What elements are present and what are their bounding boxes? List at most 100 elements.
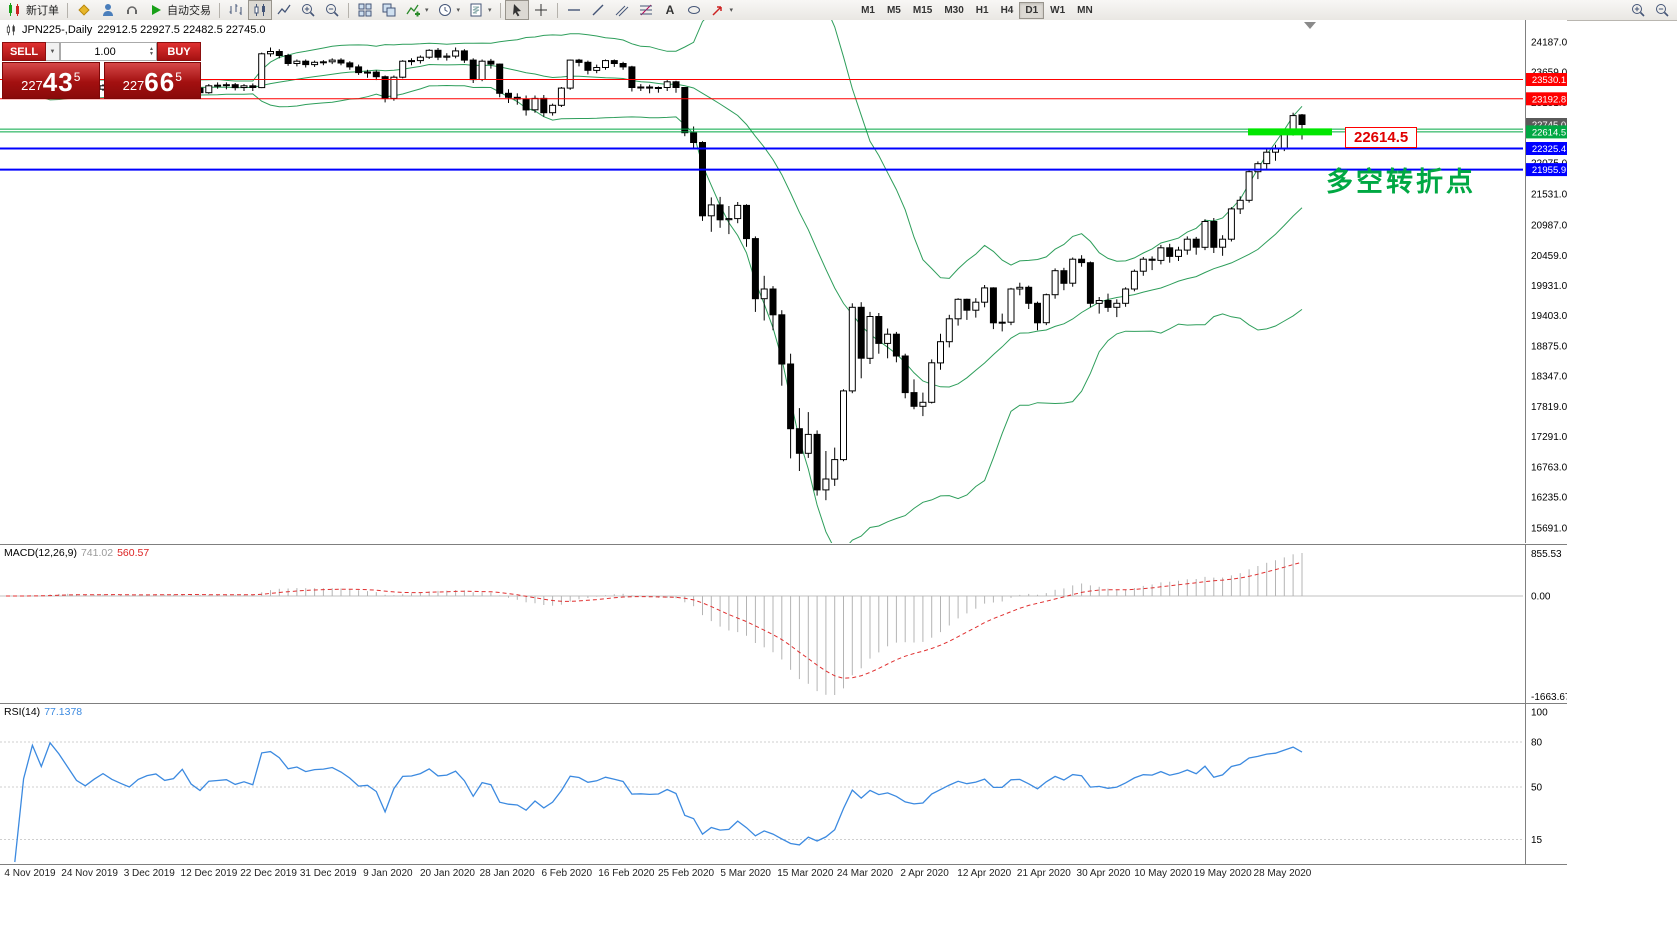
rsi-tick-label: 15	[1531, 835, 1543, 846]
shapes-button[interactable]	[682, 0, 706, 20]
macd-signal-value: 560.57	[117, 547, 150, 559]
date-tick-label: 30 Apr 2020	[1076, 868, 1131, 879]
arrows-button[interactable]: ▾	[706, 0, 738, 20]
svg-text:23192.8: 23192.8	[1532, 94, 1566, 105]
price-tick-label: 20987.0	[1531, 221, 1567, 232]
macd-histogram	[14, 553, 1303, 695]
buy-price-prefix: 227	[122, 78, 145, 93]
new-order-label: 新订单	[26, 5, 59, 17]
mini-candlestick-icon	[6, 24, 15, 36]
crosshair-icon	[534, 4, 547, 16]
candlestick-chart-button[interactable]	[248, 0, 272, 20]
cursor-button[interactable]	[504, 0, 529, 20]
market-watch-button[interactable]	[72, 0, 96, 20]
crosshair-button[interactable]	[529, 0, 553, 20]
candlestick-series	[2, 47, 1306, 501]
volume-input[interactable]	[61, 44, 150, 59]
zoom-out-button[interactable]	[320, 0, 344, 20]
toolbar: 新订单 自动交易 ▾ ▾ ▾ A ▾ M1 M5 M15 M30 H1 H4 D1 W1 MN	[0, 0, 1677, 21]
zoom-in-icon	[302, 4, 315, 17]
macd-panel[interactable]: MACD(12,26,9) 741.02 560.57 855.53 0.00 -166…	[0, 544, 1567, 703]
headset-icon	[127, 6, 137, 14]
date-tick-label: 28 Jan 2020	[479, 868, 535, 879]
main-chart[interactable]: 24187.023659.023131.022603.022075.021531…	[0, 20, 1567, 543]
new-order-icon	[9, 3, 19, 16]
timeframe-button-D1[interactable]: D1	[1019, 1, 1045, 19]
timeframe-button-M15[interactable]: M15	[912, 4, 933, 16]
rsi-tick-label: 100	[1531, 708, 1548, 719]
trendline-button[interactable]	[586, 0, 610, 20]
macd-signal-line	[6, 561, 1303, 679]
volume-spinner[interactable]: ▲ ▼	[149, 45, 156, 57]
fibonacci-button[interactable]	[634, 0, 658, 20]
magnifier-plus-icon	[1632, 4, 1645, 17]
profile-button[interactable]	[96, 0, 120, 20]
autotrading-button[interactable]: 自动交易	[144, 0, 215, 20]
channel-button[interactable]	[610, 0, 634, 20]
buy-price-sup: 5	[175, 70, 182, 84]
timeframe-button-H4[interactable]: H4	[1000, 4, 1014, 16]
turning-point-label[interactable]: 多空转折点	[1326, 167, 1476, 197]
search-zoom-in-button[interactable]	[1626, 0, 1650, 20]
price-level-label[interactable]: 22614.5	[1345, 127, 1418, 148]
price-tick-label: 21531.0	[1531, 189, 1567, 200]
volume-dropdown-button[interactable]: ▼	[46, 42, 60, 61]
sell-price-prefix: 227	[21, 78, 43, 93]
macd-label: MACD(12,26,9) 741.02 560.57	[4, 547, 149, 559]
price-tick-label: 24187.0	[1531, 37, 1567, 48]
trendline-icon	[592, 4, 604, 16]
bar-chart-button[interactable]	[224, 0, 248, 20]
rsi-value: 77.1378	[44, 706, 83, 718]
date-tick-label: 16 Feb 2020	[598, 868, 655, 879]
support-button[interactable]	[120, 0, 144, 20]
line-chart-icon	[277, 4, 291, 15]
line-chart-button[interactable]	[272, 0, 296, 20]
timeframe-button-W1[interactable]: W1	[1050, 4, 1066, 16]
spinner-up-icon: ▲	[149, 45, 154, 52]
buy-price-button[interactable]: 227 66 5	[103, 62, 201, 99]
toolbar-separator	[499, 2, 501, 18]
macd-axis-zero: 0.00	[1531, 592, 1551, 603]
sell-price-sup: 5	[73, 70, 81, 84]
magnifier-minus-icon	[1656, 4, 1669, 17]
timeframe-button-MN[interactable]: MN	[1077, 4, 1093, 16]
zoom-in-button[interactable]	[296, 0, 320, 20]
svg-text:A: A	[665, 3, 674, 17]
symbol-period-label: JPN225-,Daily	[22, 24, 93, 36]
sell-button[interactable]: SELL	[2, 42, 46, 61]
clock-icon	[438, 4, 451, 16]
price-tick-label: 17291.0	[1531, 432, 1567, 443]
sell-price-button[interactable]: 227 43 5	[2, 62, 100, 99]
timeframe-button-M1[interactable]: M1	[861, 4, 875, 16]
periods-button[interactable]: ▾	[433, 0, 465, 20]
rsi-name: RSI(14)	[4, 706, 41, 718]
new-order-button[interactable]: 新订单	[3, 0, 63, 20]
time-axis[interactable]: 4 Nov 2019 24 Nov 2019 3 Dec 2019 12 Dec 20…	[0, 864, 1567, 883]
price-tick-label: 17819.0	[1531, 402, 1567, 413]
timeframe-button-H1[interactable]: H1	[975, 4, 989, 16]
chart-window: 24187.023659.023131.022603.022075.021531…	[0, 20, 1567, 900]
search-zoom-out-button[interactable]	[1650, 0, 1674, 20]
price-tag: 23192.8	[1526, 92, 1567, 106]
timeframe-button-M30[interactable]: M30	[944, 4, 964, 16]
indicators-button[interactable]: ▾	[401, 0, 433, 20]
text-button[interactable]: A	[658, 0, 682, 20]
cascade-windows-button[interactable]	[377, 0, 401, 20]
profile-icon	[103, 4, 113, 16]
chart-shift-marker[interactable]	[1304, 22, 1316, 29]
tile-windows-icon	[358, 3, 372, 17]
date-tick-label: 22 Dec 2019	[240, 868, 297, 879]
play-icon	[152, 5, 161, 15]
sell-price-big: 43	[42, 67, 74, 97]
timeframe-group: M1 M5 M15 M30 H1 H4 D1 W1 MN	[855, 1, 1099, 19]
date-tick-label: 31 Dec 2019	[299, 868, 357, 879]
rsi-panel[interactable]: RSI(14) 77.1378 100 80 50 15	[0, 703, 1567, 864]
buy-button[interactable]: BUY	[157, 42, 201, 61]
price-tag: 22614.5	[1526, 125, 1567, 139]
date-tick-label: 4 Nov 2019	[4, 868, 56, 879]
timeframe-button-M5[interactable]: M5	[886, 4, 901, 16]
templates-button[interactable]: ▾	[464, 0, 496, 20]
horizontal-line-button[interactable]	[562, 0, 586, 20]
zoom-out-icon	[326, 4, 339, 17]
tile-windows-button[interactable]	[353, 0, 377, 20]
